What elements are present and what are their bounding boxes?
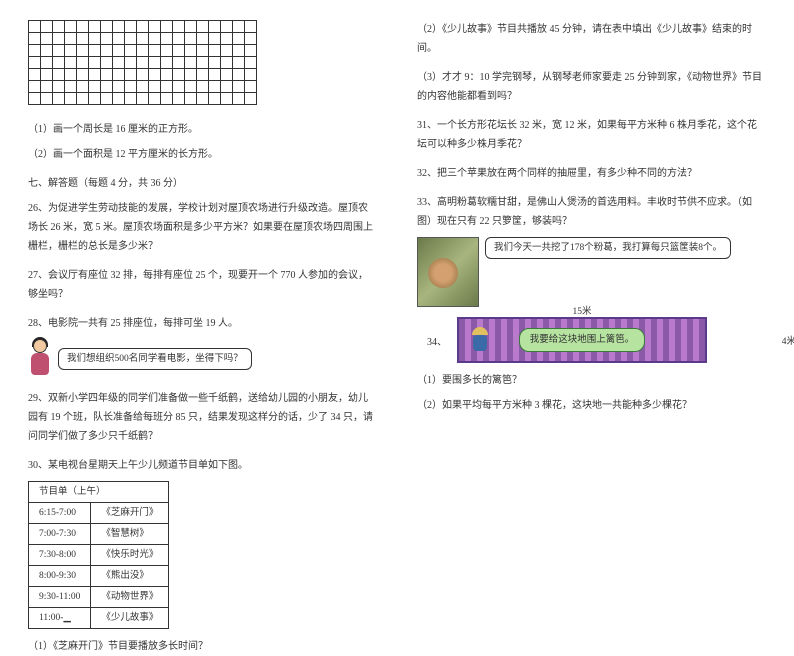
schedule-cell: 11:00-▁ [29,608,91,629]
speech-bubble-28: 我们想组织500名同学看电影，坐得下吗？ [58,348,252,370]
problem-28-figure: 我们想组织500名同学看电影，坐得下吗？ [28,339,377,379]
schedule-cell: 7:30-8:00 [29,545,91,566]
banner-text: 我要给这块地围上篱笆。 [519,328,646,352]
problem-32: 32、把三个苹果放在两个同样的抽屉里，有多少种不同的方法？ [417,164,766,183]
problem-33: 33、高明粉葛软糯甘甜，是佛山人煲汤的首选用料。丰收时节供不应求。（如图）现在只… [417,193,766,231]
drawing-grid [28,20,257,105]
problem-28: 28、电影院一共有 25 排座位，每排可坐 19 人。 [28,314,377,333]
problem-34-figure: 15米 34、 我要给这块地围上篱笆。 4米 [457,317,766,363]
problem-30: 30、某电视台星期天上午少儿频道节目单如下图。 [28,456,377,475]
teacher-icon [28,339,52,379]
schedule-header: 节目单（上午） [29,482,169,503]
schedule-cell: 9:30-11:00 [29,587,91,608]
problem-31: 31、一个长方形花坛长 32 米，宽 12 米，如果每平方米种 6 株月季花，这… [417,116,766,154]
speech-bubble-33: 我们今天一共挖了178个粉葛，我打算每只篮筐装8个。 [485,237,731,259]
schedule-cell: 《智慧树》 [91,524,169,545]
problem-34-1: （1）要围多长的篱笆？ [417,371,766,390]
problem-34-label: 34、 [427,333,447,352]
problem-29: 29、双新小学四年级的同学们准备做一些千纸鹤，送给幼儿园的小朋友，幼儿园有 19… [28,389,377,446]
schedule-cell: 《动物世界》 [91,587,169,608]
problem-30-1: （1）《芝麻开门》节目要播放多长时间？ [28,637,377,656]
schedule-cell: 《熊出没》 [91,566,169,587]
problem-33-figure: 我们今天一共挖了178个粉葛，我打算每只篮筐装8个。 [417,237,766,307]
schedule-cell: 6:15-7:00 [29,503,91,524]
schedule-table: 节目单（上午）6:15-7:00《芝麻开门》7:00-7:30《智慧树》7:30… [28,481,169,629]
schedule-cell: 7:00-7:30 [29,524,91,545]
schedule-cell: 8:00-9:30 [29,566,91,587]
problem-30-3: （3）才才 9：10 学完钢琴，从钢琴老师家要走 25 分钟到家，《动物世界》节… [417,68,766,106]
question-2: （2）画一个面积是 12 平方厘米的长方形。 [28,145,377,164]
problem-34-2: （2）如果平均每平方米种 3 棵花，这块地一共能种多少棵花？ [417,396,766,415]
section-7-title: 七、解答题（每题 4 分，共 36 分） [28,174,377,193]
problem-26: 26、为促进学生劳动技能的发展，学校计划对屋顶农场进行升级改造。屋顶农场长 26… [28,199,377,256]
flower-field: 我要给这块地围上篱笆。 [457,317,707,363]
harvest-photo [417,237,479,307]
problem-27: 27、会议厅有座位 32 排，每排有座位 25 个，现要开一个 770 人参加的… [28,266,377,304]
schedule-cell: 《芝麻开门》 [91,503,169,524]
problem-30-2: （2）《少儿故事》节目共播放 45 分钟，请在表中填出《少儿故事》结束的时间。 [417,20,766,58]
schedule-cell: 《快乐时光》 [91,545,169,566]
dimension-right: 4米 [782,333,794,351]
schedule-cell: 《少儿故事》 [91,608,169,629]
question-1: （1）画一个周长是 16 厘米的正方形。 [28,120,377,139]
farmer-icon [469,327,491,355]
